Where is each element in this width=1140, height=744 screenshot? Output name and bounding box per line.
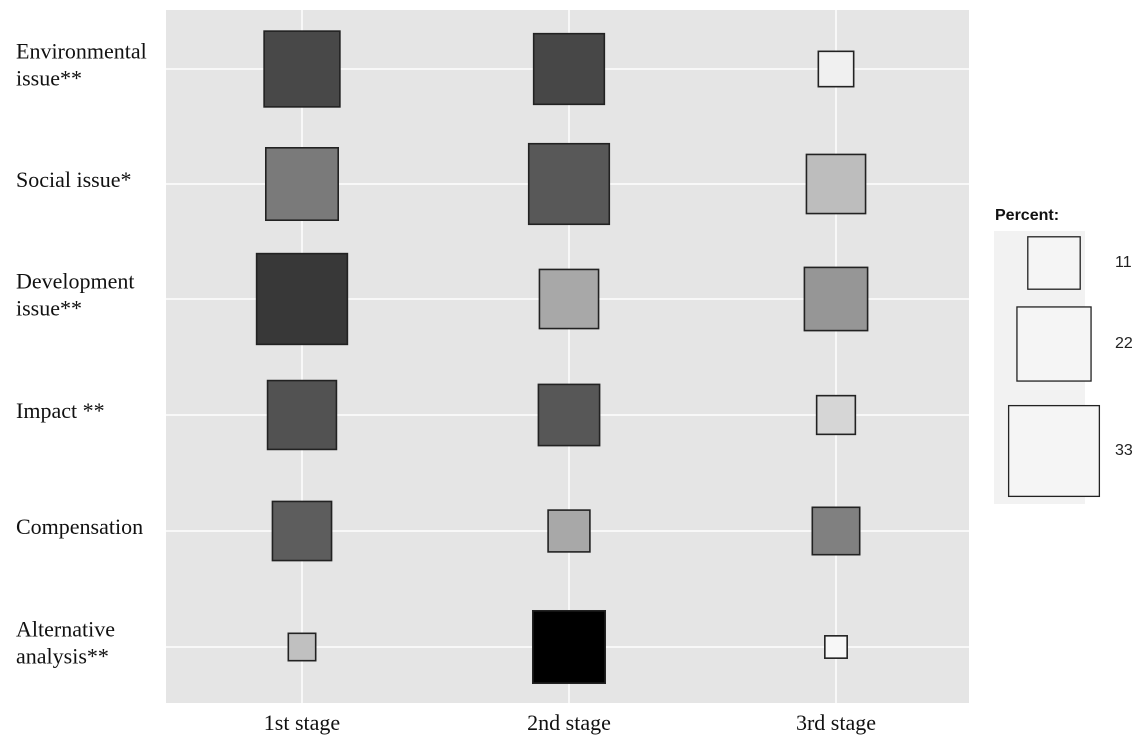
data-square (547, 509, 591, 553)
x-tick-label: 2nd stage (527, 710, 611, 735)
data-square (805, 153, 867, 215)
x-tick-labels: 1st stage 2nd stage 3rd stage (264, 710, 876, 735)
x-tick-label: 3rd stage (796, 710, 876, 735)
data-square (263, 30, 341, 108)
data-square (538, 268, 600, 330)
legend-key-square (1027, 236, 1081, 290)
row-label: Development (16, 269, 135, 294)
data-square (811, 506, 861, 556)
row-label: analysis** (16, 644, 109, 669)
row-label: Impact ** (16, 398, 105, 423)
legend-label: 33 (1115, 442, 1133, 459)
legend-title: Percent: (995, 207, 1059, 224)
data-square (266, 379, 338, 451)
row-label: Environmental (16, 39, 147, 64)
data-square (532, 32, 606, 106)
data-square (531, 609, 607, 685)
data-square (537, 383, 601, 447)
data-squares (255, 30, 869, 685)
legend-key-square (1007, 404, 1101, 498)
row-label: Alternative (16, 617, 115, 642)
row-label: issue** (16, 296, 82, 321)
row-label: Social issue* (16, 167, 132, 192)
data-square (815, 394, 857, 436)
x-tick-label: 1st stage (264, 710, 340, 735)
legend-label: 11 (1115, 254, 1132, 271)
legend-key-square (1016, 306, 1092, 382)
data-square (803, 266, 869, 332)
data-square (264, 146, 340, 222)
legend: Percent: 11 22 33 (994, 207, 1133, 504)
plot-panel (166, 10, 969, 703)
row-label: Compensation (16, 514, 143, 539)
data-square (527, 142, 611, 226)
data-square (817, 50, 855, 88)
legend-label: 22 (1115, 335, 1133, 352)
data-square (287, 632, 317, 662)
row-label: issue** (16, 66, 82, 91)
data-square (271, 500, 333, 562)
data-square (824, 635, 848, 659)
data-square (255, 252, 349, 346)
